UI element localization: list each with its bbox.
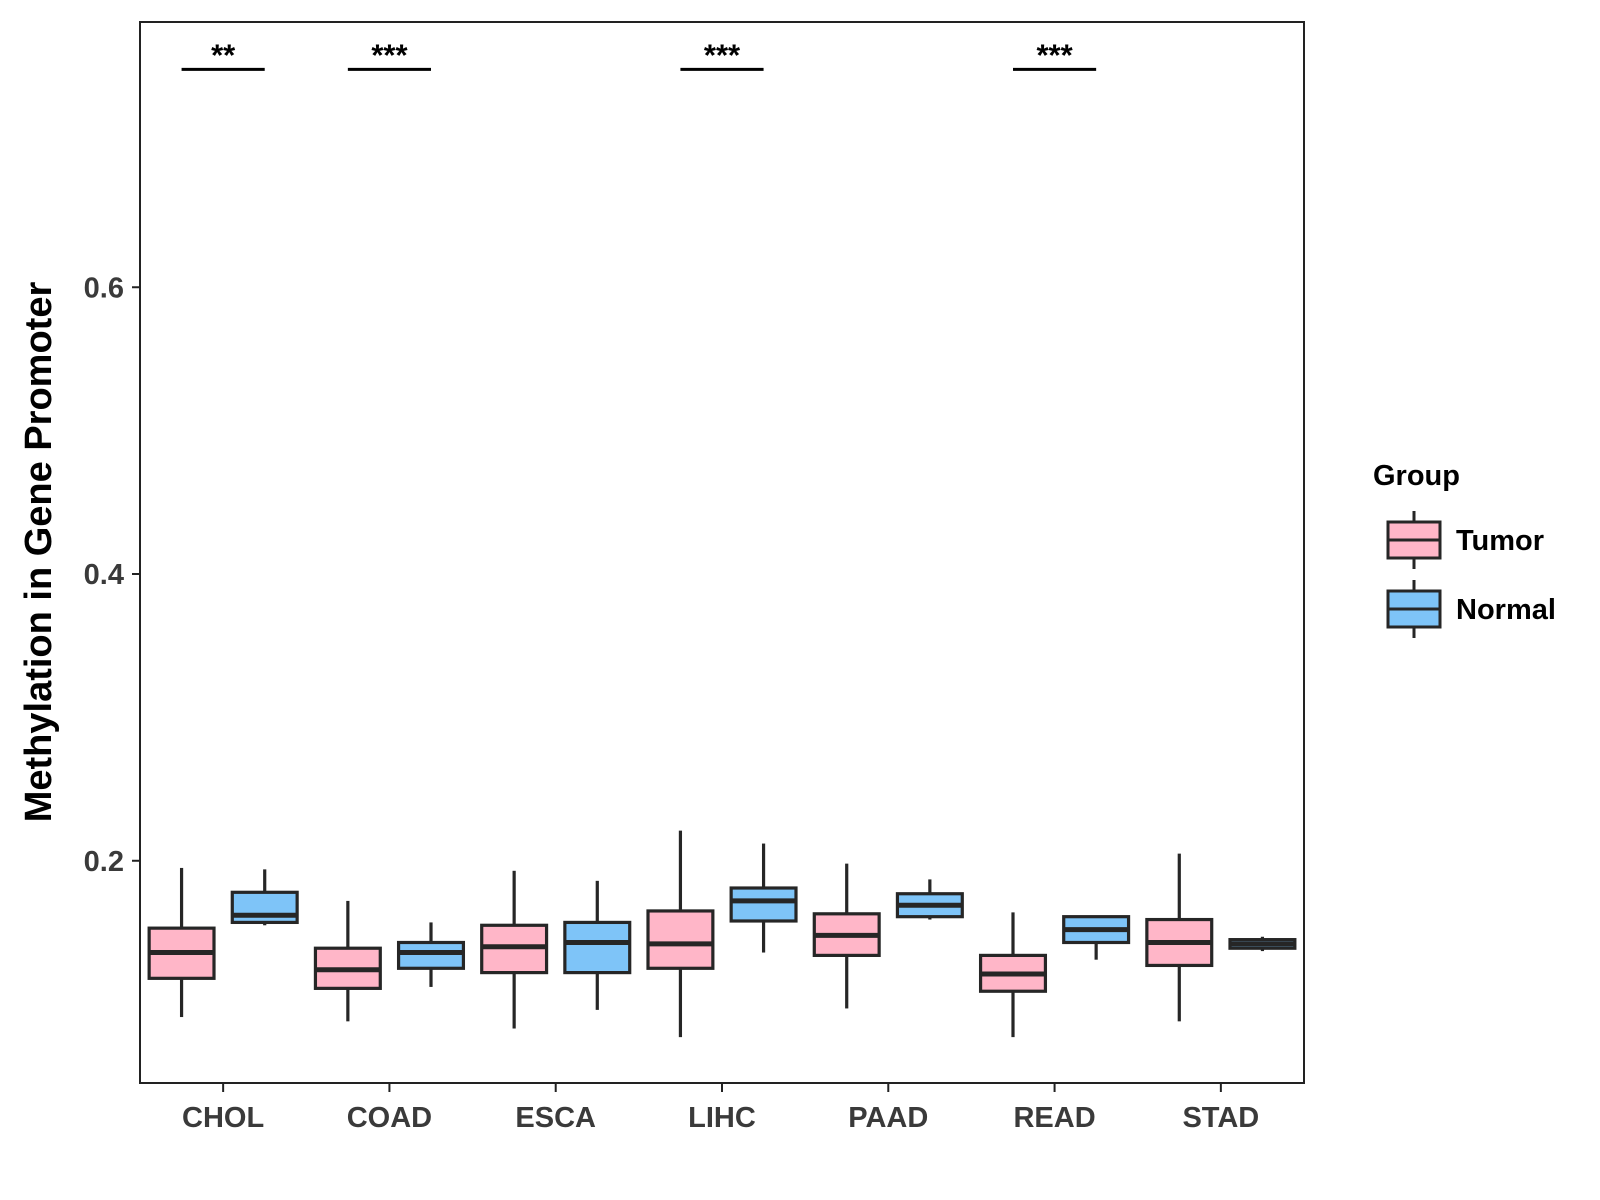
legend-title: Group xyxy=(1373,460,1460,492)
significance-annotations: ** *** *** *** xyxy=(181,37,1097,72)
x-tick-label: ESCA xyxy=(515,1102,596,1134)
x-axis: CHOL COAD ESCA LIHC PAAD READ STAD xyxy=(182,1083,1259,1134)
legend-entry-normal: Normal xyxy=(1386,580,1556,638)
box-series xyxy=(147,830,1297,1038)
y-tick-label: 0.6 xyxy=(84,272,124,304)
legend-label: Normal xyxy=(1456,594,1556,626)
box-normal-stad xyxy=(1228,936,1297,952)
significance-label: *** xyxy=(371,37,408,72)
significance-label: *** xyxy=(1036,37,1073,72)
y-axis: 0.2 0.4 0.6 xyxy=(84,272,140,878)
x-tick-label: PAAD xyxy=(848,1102,928,1134)
y-tick-label: 0.4 xyxy=(84,559,124,591)
significance-label: *** xyxy=(704,37,741,72)
box-iqr xyxy=(230,890,299,925)
box-normal-esca xyxy=(563,880,632,1010)
box-iqr xyxy=(396,940,466,970)
box-normal-paad xyxy=(895,879,964,920)
box-tumor-esca xyxy=(480,870,549,1029)
box-tumor-coad xyxy=(313,900,382,1022)
box-tumor-paad xyxy=(812,863,881,1009)
significance-label: ** xyxy=(211,37,236,72)
box-iqr xyxy=(563,920,632,975)
box-normal-read xyxy=(1062,915,1131,960)
box-normal-chol xyxy=(230,869,299,926)
legend-label: Tumor xyxy=(1456,525,1544,557)
x-tick-label: STAD xyxy=(1182,1102,1259,1134)
box-tumor-chol xyxy=(147,867,216,1018)
y-axis-title: Methylation in Gene Promoter xyxy=(18,282,60,823)
x-tick-label: LIHC xyxy=(688,1102,756,1134)
box-tumor-read xyxy=(978,912,1048,1038)
y-tick-label: 0.2 xyxy=(84,846,124,878)
x-tick-label: CHOL xyxy=(182,1102,264,1134)
x-tick-label: COAD xyxy=(347,1102,432,1134)
box-iqr xyxy=(729,886,798,923)
legend: Group Tumor Normal xyxy=(1373,460,1556,638)
box-tumor-stad xyxy=(1145,853,1214,1022)
x-tick-label: READ xyxy=(1013,1102,1095,1134)
plot-panel xyxy=(139,21,1305,1084)
box-normal-lihc xyxy=(729,843,798,953)
box-normal-coad xyxy=(396,922,466,987)
legend-entry-tumor: Tumor xyxy=(1386,511,1544,569)
box-iqr xyxy=(646,909,715,970)
box-tumor-lihc xyxy=(646,830,715,1038)
